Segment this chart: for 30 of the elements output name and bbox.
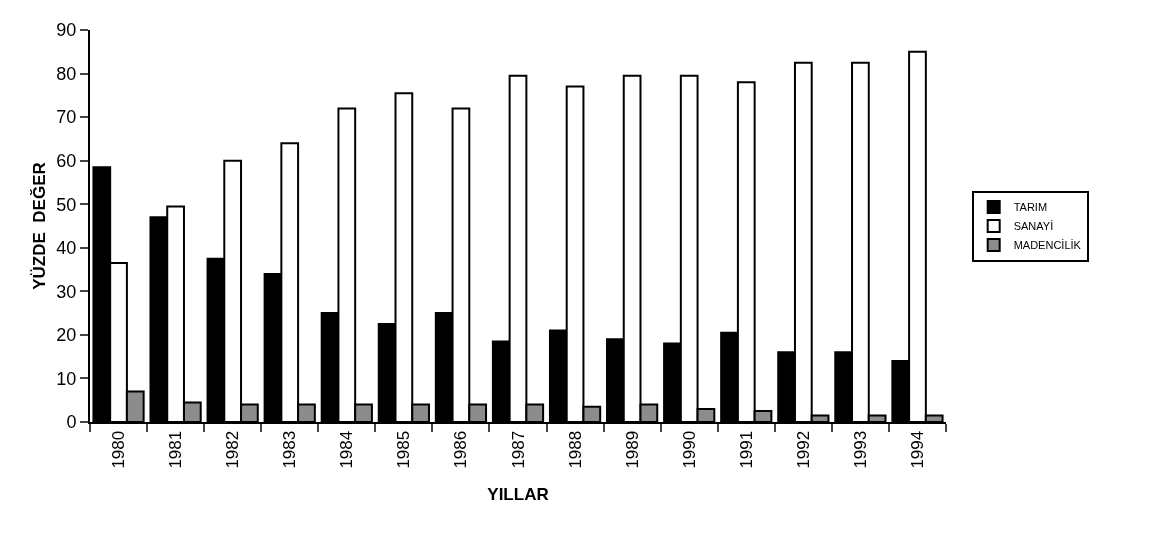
x-tick-label: 1990 (679, 430, 699, 469)
x-tick-label: 1984 (337, 430, 357, 469)
y-tick-label: 30 (56, 281, 77, 302)
x-tick-label: 1993 (850, 430, 870, 469)
legend-label: TARIM (1013, 201, 1048, 214)
x-tick-label: 1981 (166, 430, 186, 469)
legend-label: MADENCİLİK (1013, 239, 1082, 252)
y-tick-label: 90 (56, 20, 77, 41)
y-tick-label: 20 (56, 325, 77, 346)
y-axis-title: YÜZDE DEĞER (30, 162, 49, 290)
x-tick-label: 1994 (907, 430, 927, 469)
y-tick-label: 60 (56, 150, 77, 171)
y-tick-label: 70 (56, 107, 77, 128)
x-tick-label: 1982 (223, 430, 243, 469)
x-tick-label: 1992 (793, 430, 813, 469)
y-tick-label: 50 (56, 194, 77, 215)
legend-label: SANAYİ (1013, 220, 1054, 233)
x-tick-label: 1991 (736, 430, 756, 469)
y-tick-label: 0 (66, 412, 77, 433)
x-tick-label: 1988 (565, 430, 585, 469)
x-tick-label: 1987 (508, 430, 528, 469)
y-tick-label: 10 (56, 368, 77, 389)
x-axis-title: YILLAR (487, 484, 549, 504)
x-tick-label: 1985 (394, 430, 414, 469)
x-tick-label: 1986 (451, 430, 471, 469)
y-tick-label: 80 (56, 63, 77, 84)
x-tick-label: 1980 (109, 430, 129, 469)
y-tick-label: 40 (56, 238, 77, 259)
x-tick-label: 1983 (280, 430, 300, 469)
x-tick-label: 1989 (622, 430, 642, 469)
